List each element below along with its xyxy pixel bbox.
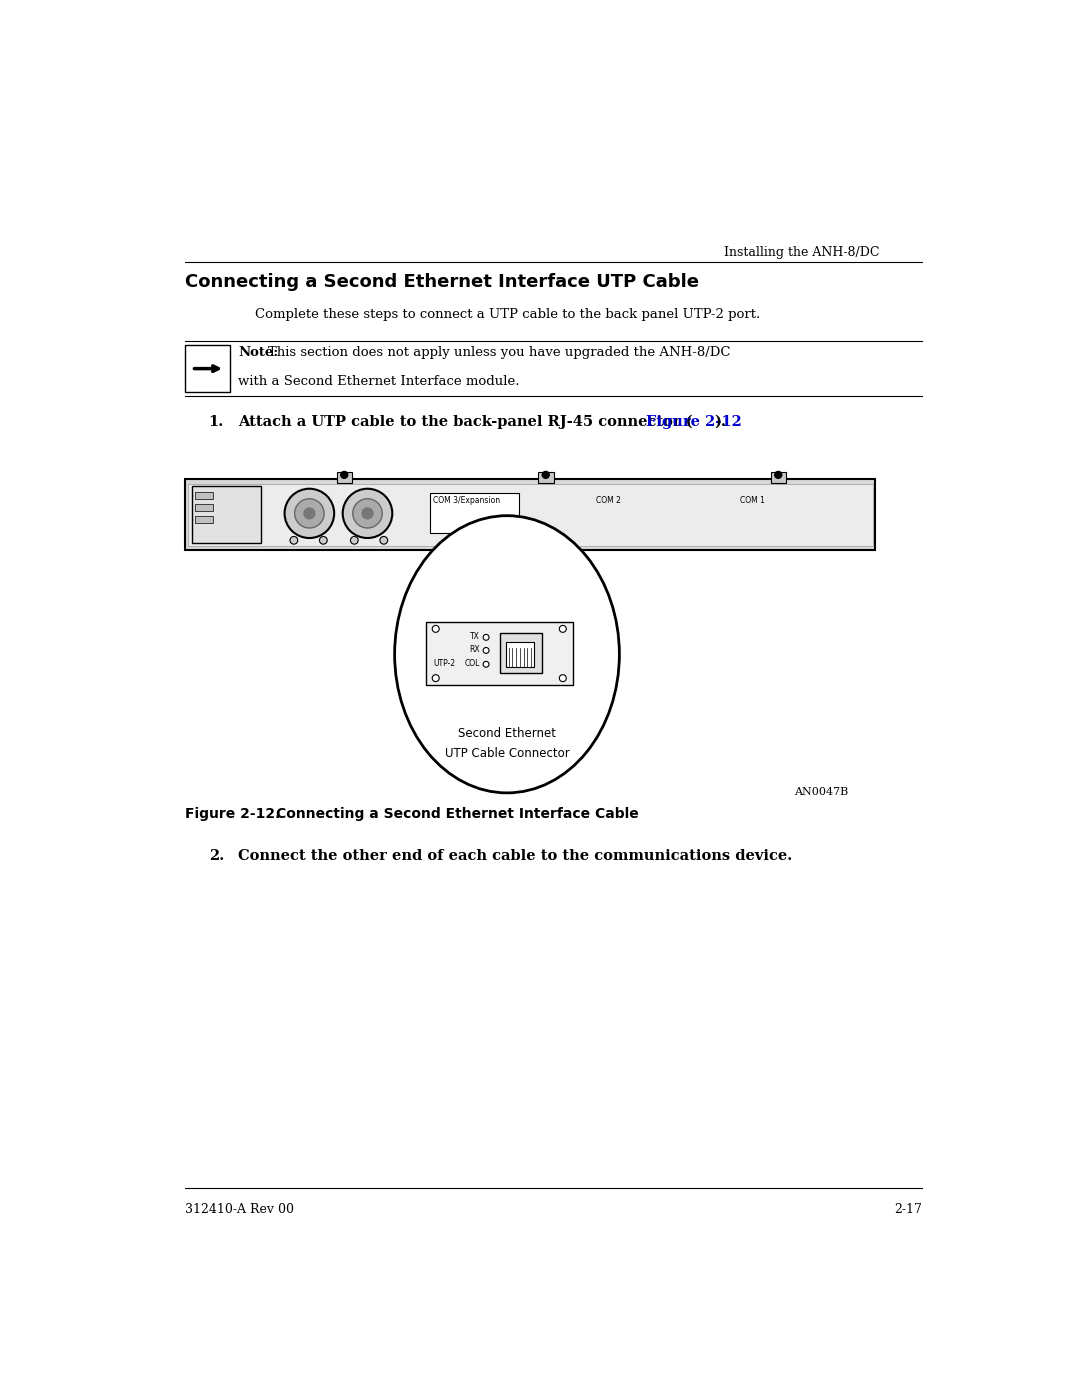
Text: Connect the other end of each cable to the communications device.: Connect the other end of each cable to t… <box>238 849 793 863</box>
Text: with a Second Ethernet Interface module.: with a Second Ethernet Interface module. <box>238 374 519 388</box>
Text: 2.: 2. <box>208 849 224 863</box>
Text: RX: RX <box>469 645 480 654</box>
Circle shape <box>320 536 327 545</box>
Text: UTP Cable Connector: UTP Cable Connector <box>445 746 569 760</box>
Text: Note:: Note: <box>238 346 279 359</box>
FancyBboxPatch shape <box>500 633 542 673</box>
Text: Figure 2-12: Figure 2-12 <box>647 415 742 429</box>
Text: COM 2: COM 2 <box>596 496 621 506</box>
Bar <box>195 517 213 524</box>
Circle shape <box>559 675 566 682</box>
Circle shape <box>432 675 440 682</box>
FancyBboxPatch shape <box>188 485 873 546</box>
Circle shape <box>542 471 550 478</box>
Circle shape <box>483 647 489 654</box>
Text: Second Ethernet: Second Ethernet <box>458 728 556 740</box>
Text: COM 3/Expansion: COM 3/Expansion <box>433 496 500 506</box>
Text: 2-17: 2-17 <box>894 1203 921 1215</box>
Circle shape <box>291 536 298 545</box>
FancyBboxPatch shape <box>186 345 230 393</box>
Circle shape <box>432 626 440 633</box>
Text: 312410-A Rev 00: 312410-A Rev 00 <box>186 1203 295 1215</box>
Circle shape <box>483 661 489 668</box>
Text: This section does not apply unless you have upgraded the ANH-8/DC: This section does not apply unless you h… <box>268 346 731 359</box>
Circle shape <box>380 536 388 545</box>
Circle shape <box>362 509 373 518</box>
Text: Connecting a Second Ethernet Interface UTP Cable: Connecting a Second Ethernet Interface U… <box>186 272 700 291</box>
Text: Attach a UTP cable to the back-panel RJ-45 connector (: Attach a UTP cable to the back-panel RJ-… <box>238 414 692 429</box>
Text: ).: ). <box>714 415 726 429</box>
Circle shape <box>284 489 334 538</box>
Circle shape <box>483 634 489 640</box>
Text: Complete these steps to connect a UTP cable to the back panel UTP-2 port.: Complete these steps to connect a UTP ca… <box>255 307 760 321</box>
Circle shape <box>559 626 566 633</box>
FancyBboxPatch shape <box>507 643 535 666</box>
FancyBboxPatch shape <box>191 486 261 542</box>
Circle shape <box>303 509 314 518</box>
Circle shape <box>342 489 392 538</box>
Bar <box>195 492 213 499</box>
Text: TX: TX <box>470 631 480 641</box>
Bar <box>195 504 213 511</box>
Text: Installing the ANH-8/DC: Installing the ANH-8/DC <box>724 246 879 260</box>
Circle shape <box>350 536 359 545</box>
FancyBboxPatch shape <box>430 493 518 534</box>
FancyBboxPatch shape <box>770 472 786 482</box>
Text: Figure 2-12.: Figure 2-12. <box>186 807 281 821</box>
Circle shape <box>295 499 324 528</box>
Text: AN0047B: AN0047B <box>794 787 848 798</box>
Text: COM 1: COM 1 <box>740 496 765 506</box>
Circle shape <box>341 471 348 478</box>
FancyBboxPatch shape <box>337 472 352 482</box>
Text: COL: COL <box>464 658 480 668</box>
Circle shape <box>774 471 782 478</box>
Text: Connecting a Second Ethernet Interface Cable: Connecting a Second Ethernet Interface C… <box>276 807 638 821</box>
FancyBboxPatch shape <box>538 472 554 482</box>
Text: UTP-2: UTP-2 <box>433 658 456 668</box>
Text: 1.: 1. <box>208 415 224 429</box>
FancyBboxPatch shape <box>426 622 572 685</box>
Ellipse shape <box>394 515 619 793</box>
Circle shape <box>353 499 382 528</box>
FancyBboxPatch shape <box>186 479 875 550</box>
